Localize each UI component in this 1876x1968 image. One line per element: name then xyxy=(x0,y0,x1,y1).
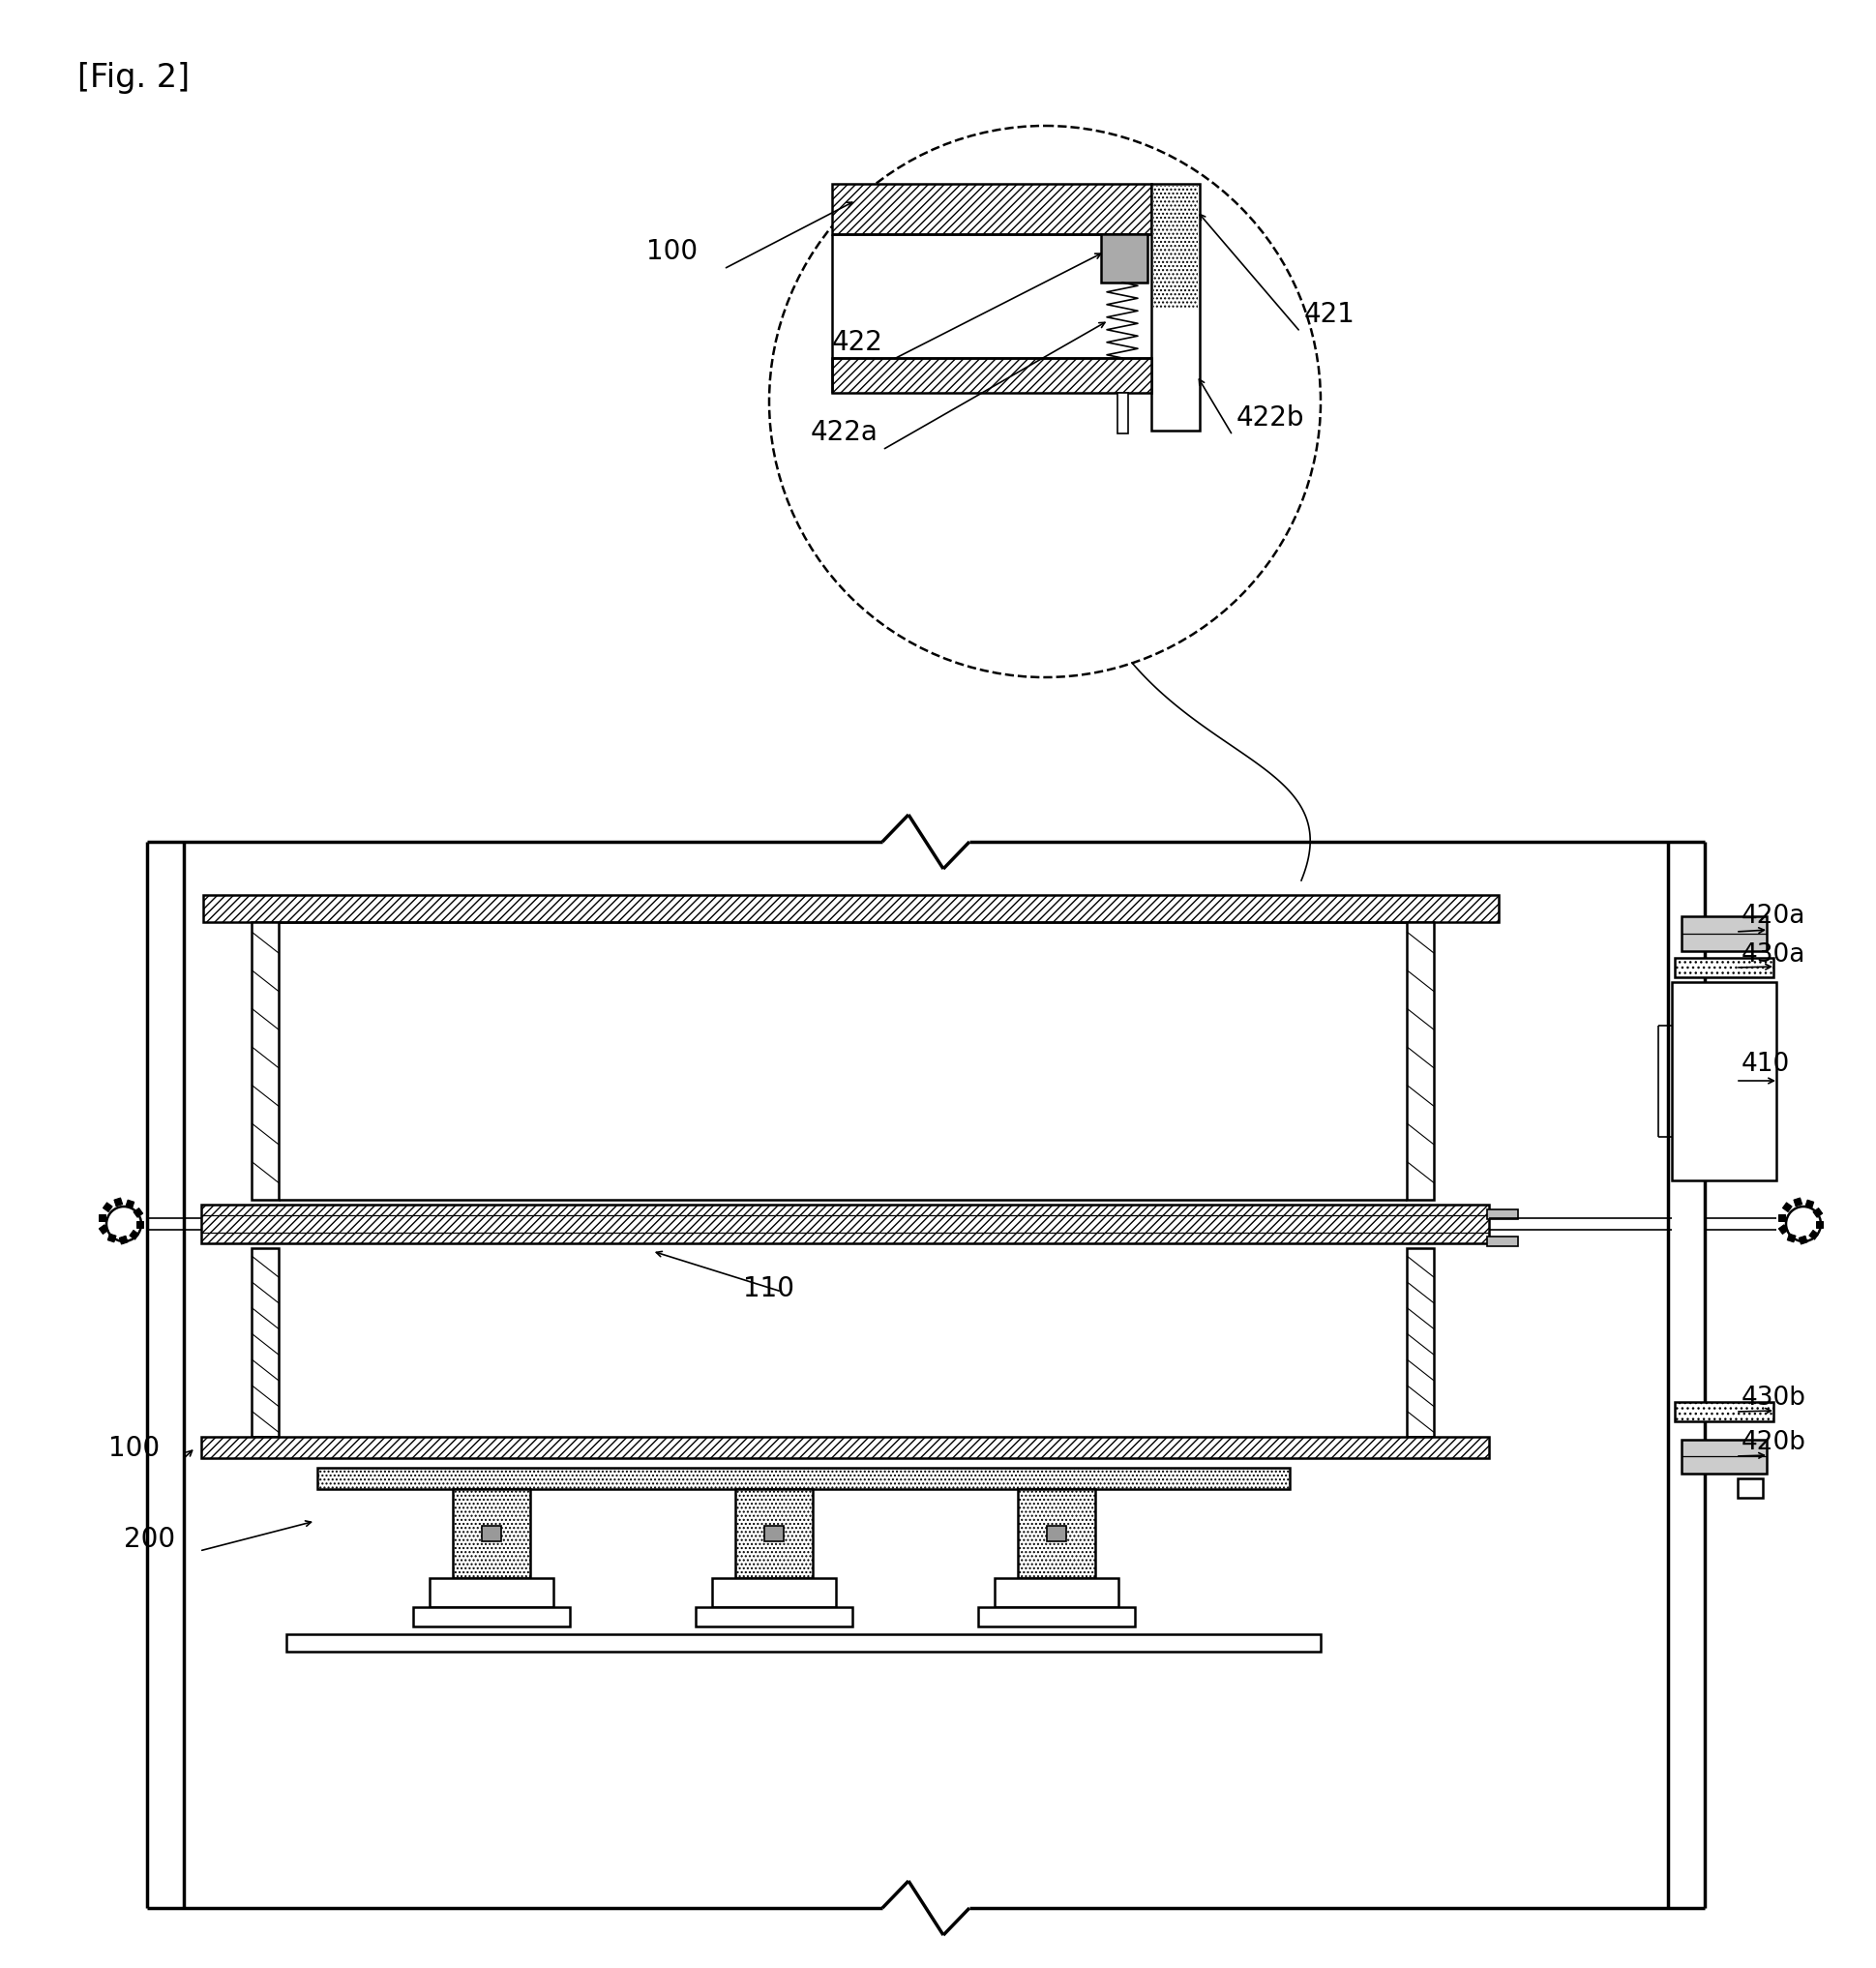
Circle shape xyxy=(107,1206,141,1242)
Text: 430b: 430b xyxy=(1741,1385,1807,1411)
Text: 420b: 420b xyxy=(1741,1431,1807,1454)
Bar xyxy=(1681,917,1767,951)
Bar xyxy=(1793,1199,1803,1206)
Bar xyxy=(201,1204,1490,1244)
Text: 430a: 430a xyxy=(1741,943,1807,968)
Text: 100: 100 xyxy=(109,1435,159,1462)
Bar xyxy=(1154,185,1197,309)
Circle shape xyxy=(1786,1206,1822,1242)
Bar xyxy=(1675,1401,1773,1421)
Bar xyxy=(1407,923,1433,1200)
Bar xyxy=(452,1490,531,1578)
Text: 420a: 420a xyxy=(1741,903,1807,929)
Bar xyxy=(1407,1248,1433,1437)
Bar xyxy=(1737,1478,1763,1498)
Text: 422a: 422a xyxy=(810,419,878,447)
Bar xyxy=(126,1200,135,1208)
Bar xyxy=(994,1578,1118,1608)
Bar xyxy=(1778,1214,1786,1220)
Bar xyxy=(696,1608,852,1626)
Text: 422: 422 xyxy=(833,329,884,356)
Bar xyxy=(107,1234,116,1242)
Bar xyxy=(287,1633,1321,1651)
Bar xyxy=(1782,1202,1792,1212)
Bar xyxy=(1488,1210,1518,1218)
Text: 100: 100 xyxy=(647,238,698,266)
Bar xyxy=(99,1214,105,1220)
Bar xyxy=(120,1236,128,1244)
Bar xyxy=(99,1224,109,1234)
Bar xyxy=(103,1202,113,1212)
Bar xyxy=(1675,958,1773,978)
Bar xyxy=(1778,1224,1788,1234)
Bar xyxy=(482,1525,501,1541)
Bar xyxy=(201,1437,1490,1458)
Bar xyxy=(977,1608,1135,1626)
Text: 110: 110 xyxy=(743,1275,794,1303)
Text: 421: 421 xyxy=(1304,301,1354,329)
Bar xyxy=(1681,1441,1767,1474)
Bar xyxy=(413,1608,570,1626)
Bar xyxy=(114,1199,122,1206)
Bar xyxy=(317,1468,1289,1490)
Bar xyxy=(137,1220,143,1228)
Bar xyxy=(1488,1236,1518,1246)
Text: 200: 200 xyxy=(124,1525,174,1553)
Bar xyxy=(430,1578,553,1608)
Bar xyxy=(833,358,1152,394)
Bar xyxy=(735,1490,812,1578)
Text: 410: 410 xyxy=(1741,1051,1790,1076)
Bar xyxy=(1672,982,1777,1181)
Bar xyxy=(1788,1234,1795,1242)
Text: [Fig. 2]: [Fig. 2] xyxy=(77,61,189,94)
Bar xyxy=(1118,394,1127,433)
Bar xyxy=(1805,1200,1814,1208)
Bar xyxy=(1816,1220,1823,1228)
Bar xyxy=(1101,234,1148,283)
Bar xyxy=(203,895,1499,923)
Bar xyxy=(1808,1230,1818,1240)
Bar xyxy=(251,923,280,1200)
Bar xyxy=(133,1208,143,1218)
Bar xyxy=(1019,1490,1096,1578)
Bar xyxy=(1047,1525,1066,1541)
Text: 422b: 422b xyxy=(1236,405,1304,431)
Bar xyxy=(713,1578,837,1608)
Bar xyxy=(1152,183,1201,431)
Bar xyxy=(1799,1236,1807,1244)
Bar xyxy=(1812,1208,1822,1218)
Bar xyxy=(833,183,1152,234)
Bar xyxy=(251,1248,280,1437)
Bar xyxy=(129,1230,139,1240)
Bar xyxy=(764,1525,784,1541)
